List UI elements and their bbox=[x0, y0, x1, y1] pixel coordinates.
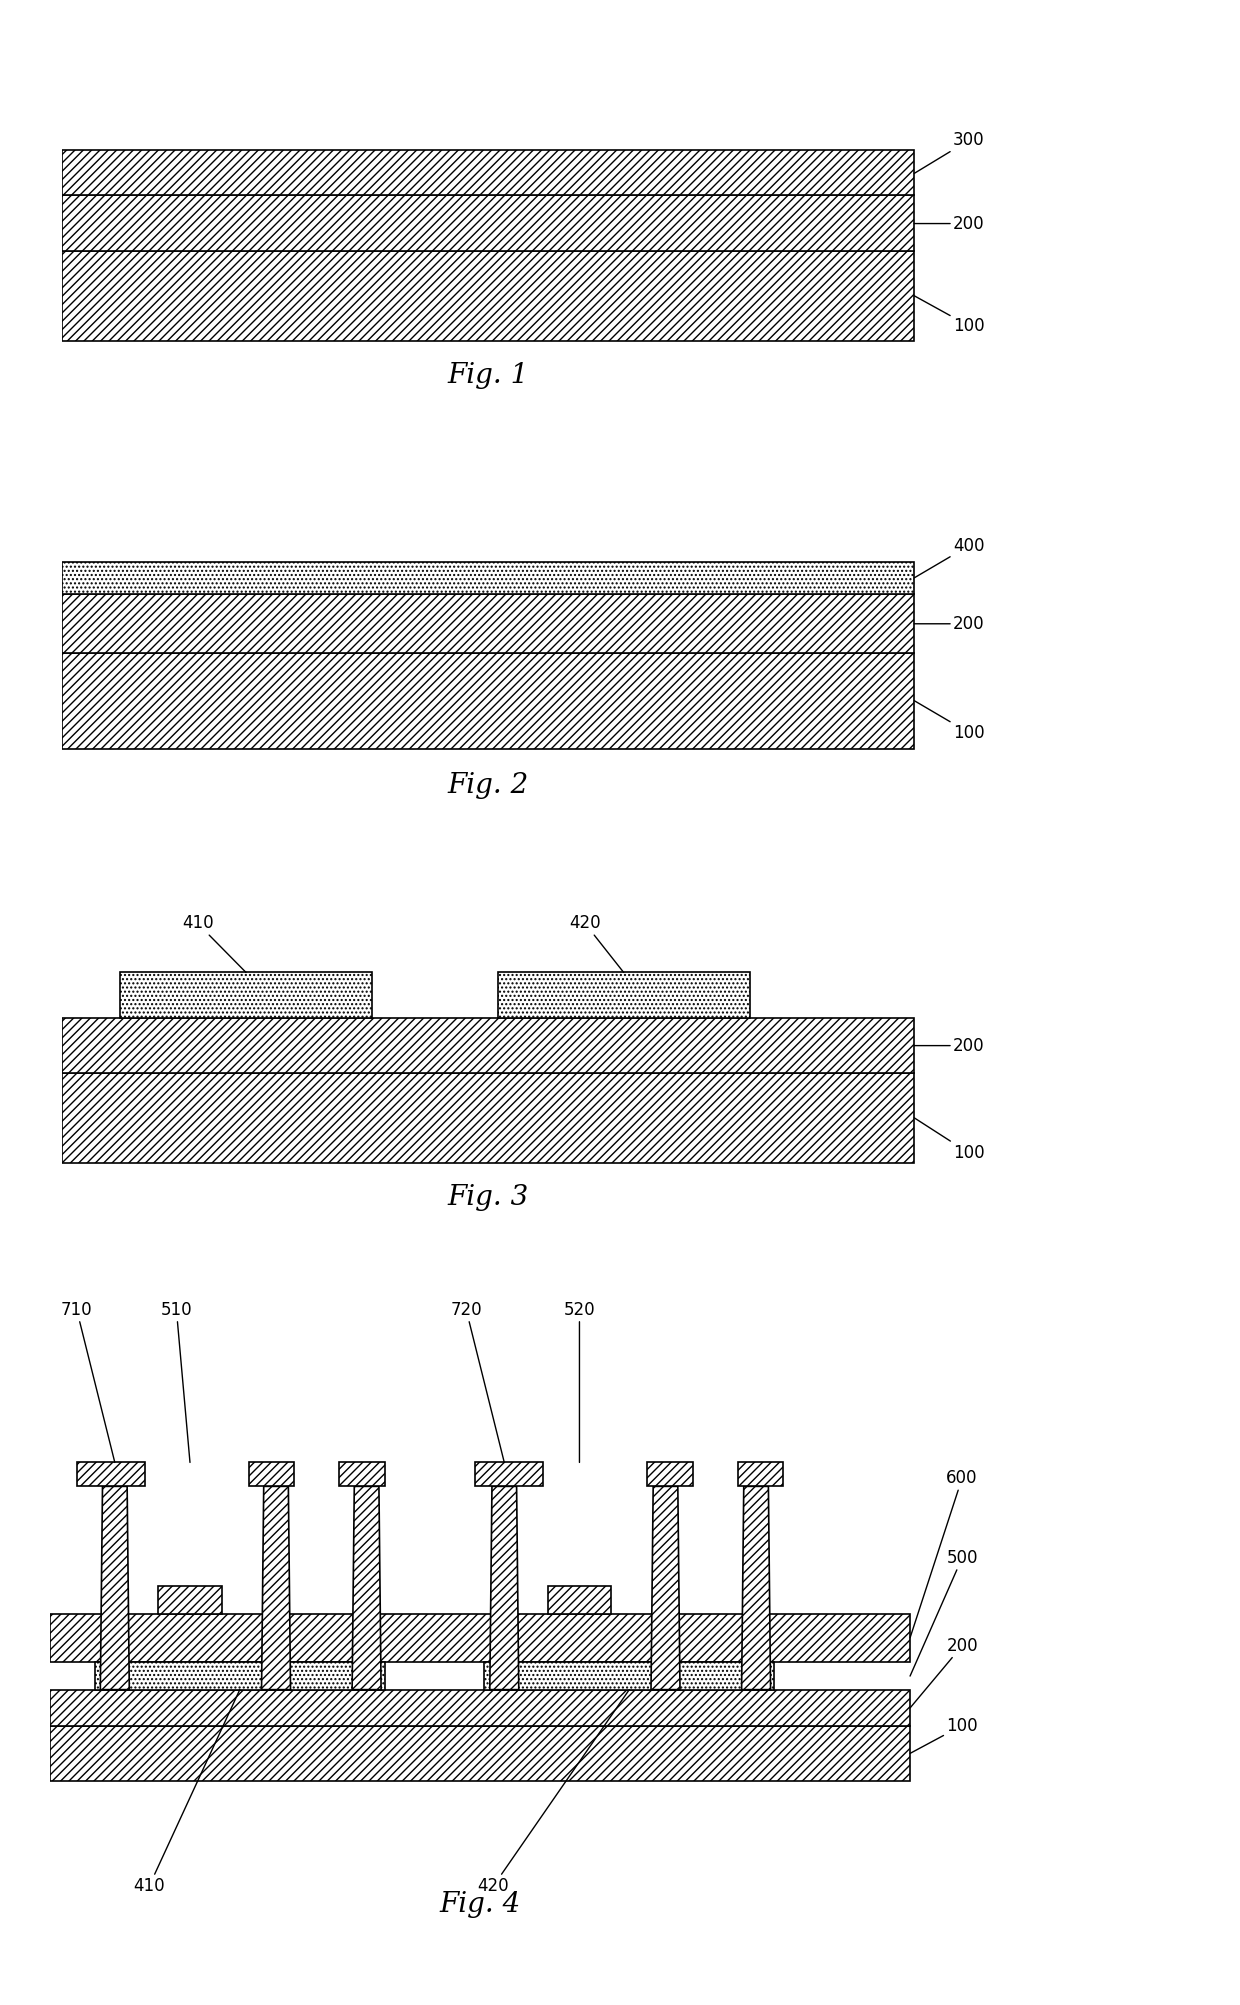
Bar bbox=[485, 1662, 774, 1690]
Text: 200: 200 bbox=[914, 1037, 985, 1055]
Bar bbox=[738, 1462, 784, 1486]
Text: Fig. 1: Fig. 1 bbox=[448, 363, 528, 389]
Bar bbox=[120, 972, 372, 1019]
Bar bbox=[62, 1073, 914, 1163]
Text: 720: 720 bbox=[450, 1301, 505, 1462]
Text: 510: 510 bbox=[161, 1301, 192, 1462]
Text: 420: 420 bbox=[569, 914, 624, 972]
Text: 410: 410 bbox=[134, 1690, 239, 1895]
Text: 100: 100 bbox=[914, 700, 985, 742]
Text: 100: 100 bbox=[914, 1119, 985, 1161]
Text: 410: 410 bbox=[182, 914, 246, 972]
Text: 200: 200 bbox=[914, 616, 985, 634]
Bar bbox=[95, 1662, 384, 1690]
Bar bbox=[62, 652, 914, 748]
Bar bbox=[497, 972, 749, 1019]
Text: 400: 400 bbox=[914, 537, 985, 577]
Polygon shape bbox=[651, 1486, 680, 1690]
Bar bbox=[548, 1586, 611, 1614]
Text: 500: 500 bbox=[910, 1550, 978, 1676]
Text: 600: 600 bbox=[910, 1470, 978, 1638]
Polygon shape bbox=[742, 1486, 770, 1690]
Bar bbox=[50, 1614, 910, 1662]
Text: 100: 100 bbox=[910, 1716, 978, 1754]
Bar bbox=[62, 251, 914, 341]
Bar bbox=[62, 196, 914, 251]
Bar bbox=[62, 561, 914, 593]
Bar bbox=[77, 1462, 145, 1486]
Polygon shape bbox=[262, 1486, 290, 1690]
Bar bbox=[62, 150, 914, 196]
Bar bbox=[340, 1462, 384, 1486]
Bar bbox=[50, 1690, 910, 1726]
Text: 300: 300 bbox=[914, 132, 985, 174]
Bar bbox=[62, 593, 914, 652]
Polygon shape bbox=[352, 1486, 381, 1690]
Text: Fig. 2: Fig. 2 bbox=[448, 772, 528, 800]
Polygon shape bbox=[490, 1486, 518, 1690]
Bar bbox=[62, 1019, 914, 1073]
Bar bbox=[475, 1462, 543, 1486]
Bar bbox=[159, 1586, 222, 1614]
Bar bbox=[50, 1726, 910, 1780]
Bar bbox=[249, 1462, 294, 1486]
Text: 520: 520 bbox=[564, 1301, 595, 1462]
Text: Fig. 4: Fig. 4 bbox=[439, 1891, 521, 1919]
Bar bbox=[647, 1462, 693, 1486]
Text: 200: 200 bbox=[914, 215, 985, 233]
Text: 420: 420 bbox=[477, 1690, 629, 1895]
Polygon shape bbox=[100, 1486, 129, 1690]
Text: 100: 100 bbox=[914, 297, 985, 335]
Text: Fig. 3: Fig. 3 bbox=[448, 1185, 528, 1211]
Text: 710: 710 bbox=[61, 1301, 115, 1462]
Text: 200: 200 bbox=[910, 1636, 978, 1708]
